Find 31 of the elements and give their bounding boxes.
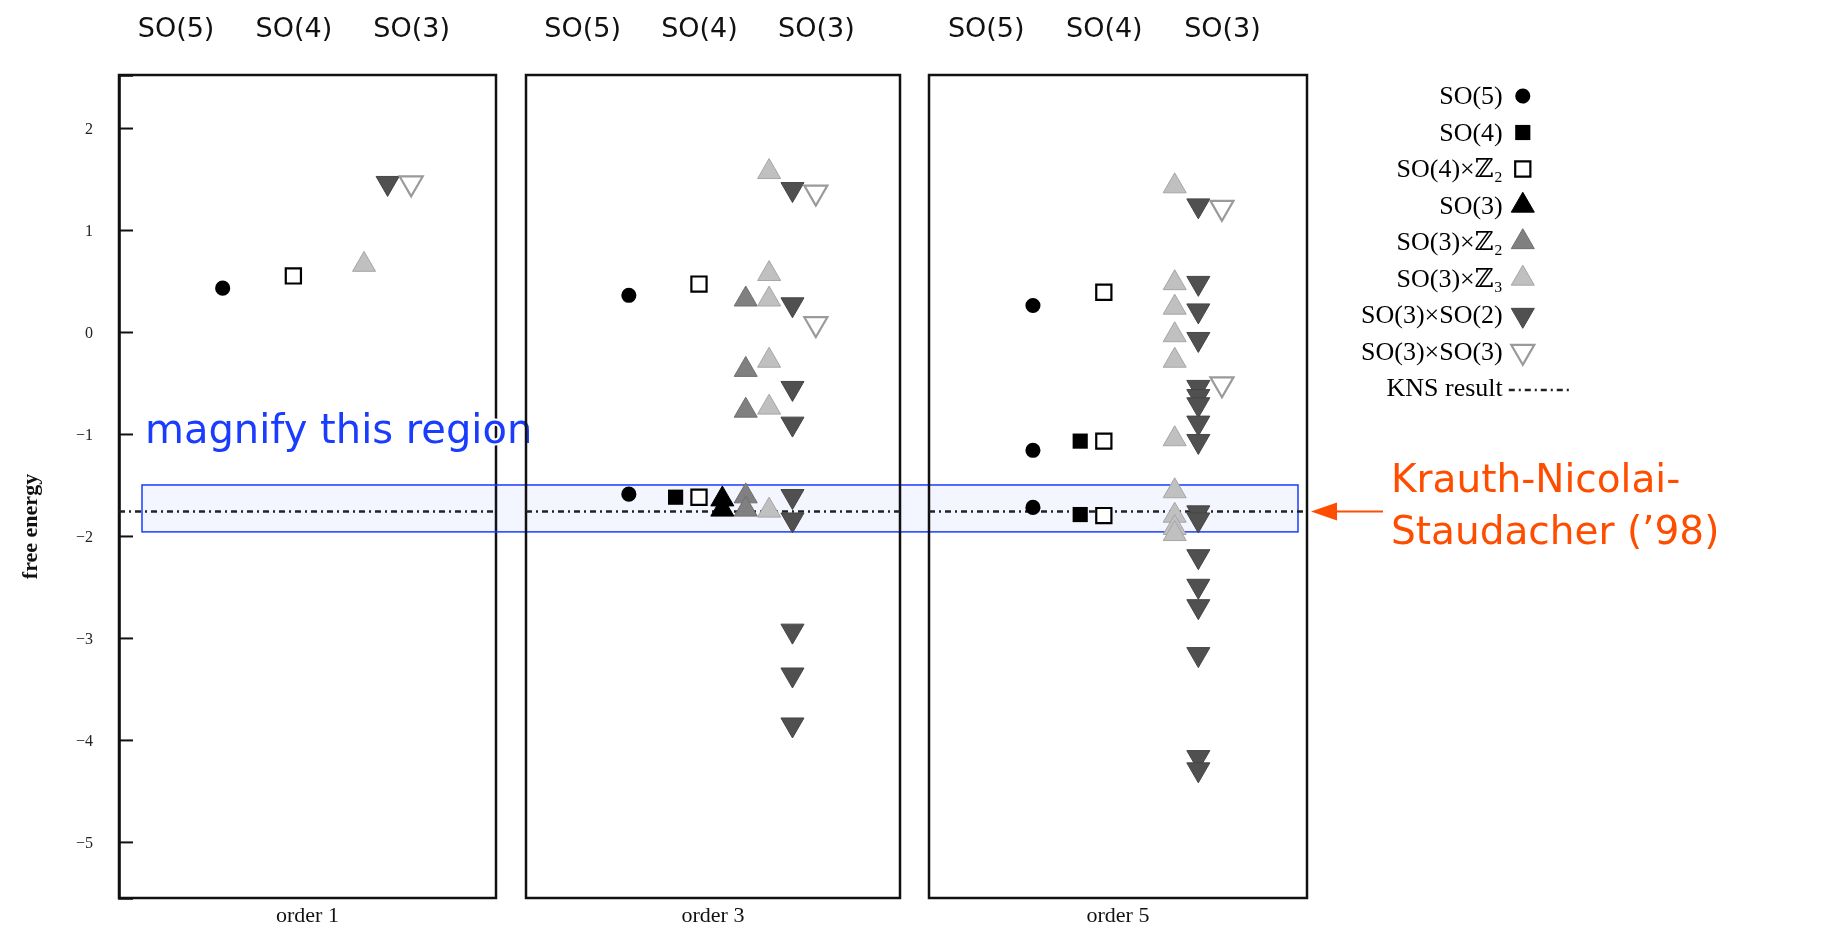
y-tick-label: −3 <box>75 629 93 647</box>
y-tick-label: 2 <box>85 119 93 137</box>
y-tick-label: −5 <box>75 833 93 851</box>
legend-label: KNS result <box>1386 373 1504 402</box>
legend-label: SO(4) <box>1439 117 1503 147</box>
legend-label: SO(5) <box>1439 81 1503 110</box>
y-tick-label: 0 <box>85 323 93 341</box>
x-tick-label: SO(4) <box>255 12 333 43</box>
x-tick-label: SO(5) <box>544 12 621 43</box>
x-tick-label: SO(5) <box>137 12 215 43</box>
text: Krauth-Nicolai-Staudacher (’98) <box>1391 455 1721 556</box>
legend-label: SO(3) <box>1439 190 1503 220</box>
y-tick-label: −2 <box>75 527 93 545</box>
legend-label: SO(4)×ℤ₂ <box>1396 154 1503 183</box>
x-tick-label: SO(3) <box>1184 12 1261 43</box>
x-axis-title: order 1 <box>276 902 339 927</box>
legend-label: SO(3)×ℤ₂ <box>1396 227 1503 256</box>
x-tick-label: SO(3) <box>778 12 855 43</box>
legend-label: SO(3)×ℤ₃ <box>1396 263 1503 293</box>
y-tick-label: −1 <box>75 425 93 443</box>
x-axis-title: order 5 <box>1086 902 1150 927</box>
y-axis-title: free energy <box>17 473 42 580</box>
x-tick-label: SO(5) <box>947 12 1025 43</box>
y-tick-label: −4 <box>75 731 93 749</box>
x-axis-title: order 3 <box>681 902 745 927</box>
legend-label: SO(3)×SO(2) <box>1361 300 1503 329</box>
x-tick-label: SO(4) <box>1066 12 1143 43</box>
y-tick-label: 1 <box>85 221 93 239</box>
x-tick-label: SO(3) <box>373 12 450 43</box>
legend-label: SO(3)×SO(3) <box>1361 336 1503 366</box>
x-tick-label: SO(4) <box>661 12 738 43</box>
